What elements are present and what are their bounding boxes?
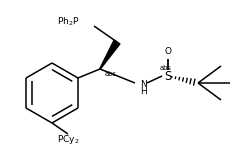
Text: H: H (140, 87, 146, 96)
Text: abs: abs (104, 71, 117, 77)
Text: abs: abs (159, 65, 171, 71)
Text: PCy$_2$: PCy$_2$ (56, 133, 79, 147)
Text: O: O (164, 47, 171, 56)
Text: S: S (164, 69, 171, 83)
Text: Ph$_2$P: Ph$_2$P (57, 16, 80, 28)
Text: N: N (140, 80, 146, 88)
Polygon shape (99, 40, 119, 69)
